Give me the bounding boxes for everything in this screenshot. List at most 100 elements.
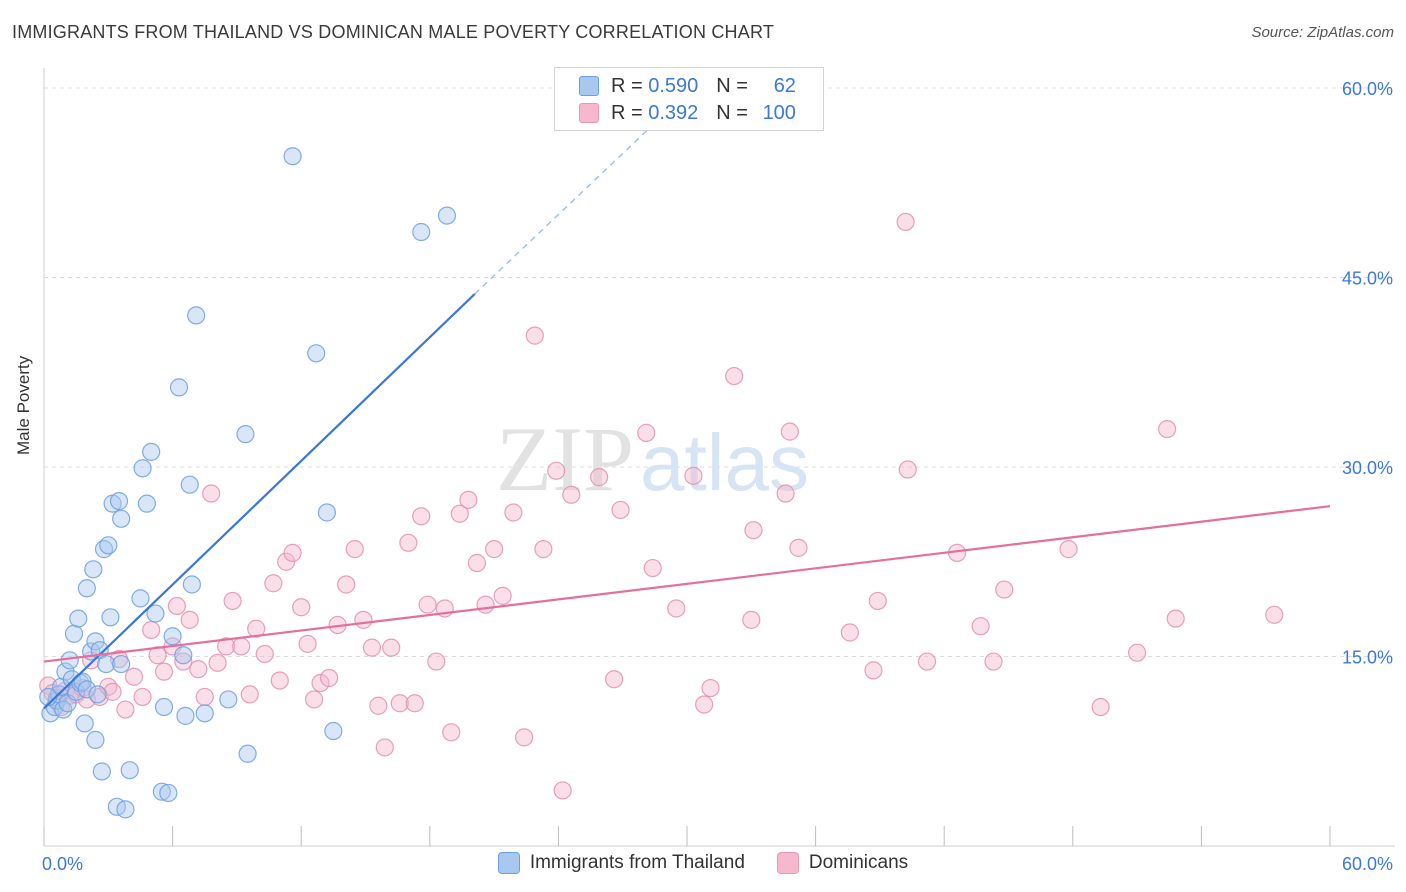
dominicans-point	[311, 673, 330, 693]
dominicans-point	[637, 423, 656, 442]
n-label: N =	[716, 101, 748, 124]
trend-lines	[43, 100, 1331, 710]
thailand-point	[75, 714, 94, 733]
dominicans-point	[984, 652, 1003, 671]
thailand-point	[163, 627, 182, 646]
dominicans-point	[167, 596, 186, 616]
thailand-point	[412, 222, 431, 242]
thailand-point	[67, 682, 86, 701]
y-tick-label: 15.0%	[1342, 648, 1393, 668]
r-label: R =	[611, 74, 643, 97]
thailand-point	[116, 800, 135, 819]
thailand-point	[317, 503, 337, 522]
dominicans-point	[232, 637, 251, 656]
dominicans-point	[180, 610, 199, 629]
thailand-point	[195, 704, 214, 723]
stats-row-dominicans: R = 0.392 N = 100	[579, 101, 796, 125]
dominicans-point	[298, 634, 317, 653]
dominicans-point	[116, 700, 135, 719]
thailand-point	[159, 783, 178, 803]
thailand-point	[112, 509, 131, 528]
thailand-point	[137, 494, 156, 513]
thailand-point	[92, 762, 111, 781]
n-value: 62	[773, 74, 796, 97]
dominicans-point	[418, 595, 437, 614]
thailand-point	[60, 651, 79, 670]
dominicans-point	[896, 212, 915, 232]
legend-item-dominicans[interactable]: Dominicans	[776, 852, 908, 874]
x-tick-label: 0.0%	[42, 854, 83, 874]
thailand-point	[64, 624, 84, 643]
dominicans-point	[195, 687, 214, 707]
r-label: R =	[611, 101, 643, 124]
thailand-point	[99, 536, 118, 555]
dominicans-point	[476, 595, 495, 614]
thailand-point	[219, 690, 238, 709]
thailand-point	[88, 685, 107, 704]
thailand-point	[182, 575, 201, 594]
dominicans-point	[695, 695, 714, 714]
thailand-point	[56, 662, 75, 681]
dominicans-point	[103, 682, 122, 701]
y-tick-label: 60.0%	[1342, 79, 1393, 99]
dominicans-point	[369, 696, 388, 715]
dominicans-point	[390, 694, 409, 713]
dominicans-point	[776, 484, 795, 503]
dominicans-point	[534, 540, 553, 559]
dominicans-point	[412, 507, 431, 526]
dominicans-point	[1091, 697, 1110, 717]
dominicans-point	[1158, 420, 1177, 439]
dominicans-point	[354, 610, 373, 629]
thailand-point	[109, 492, 129, 511]
thailand-point	[307, 344, 326, 363]
dominicans-point	[898, 460, 917, 479]
dominicans-point	[590, 468, 609, 487]
dominicans-point	[611, 500, 630, 520]
dominicans-point	[995, 580, 1014, 599]
thailand-point	[77, 680, 96, 699]
thailand-point	[283, 147, 302, 166]
thailand-point	[112, 654, 131, 674]
dominicans-point	[701, 678, 720, 698]
dominicans-point	[684, 466, 703, 485]
dominicans-point	[553, 781, 572, 800]
thailand-point	[437, 206, 457, 225]
dominicans-swatch	[776, 852, 799, 874]
dominicans-point	[399, 533, 418, 552]
dominicans-point	[971, 617, 990, 636]
dominicans-point	[124, 667, 144, 686]
axes	[43, 68, 1395, 847]
dominicans-point	[562, 485, 581, 504]
dominicans-point	[504, 503, 523, 522]
thailand-point	[169, 378, 189, 397]
dominicans-point	[459, 490, 478, 509]
thailand-point	[97, 654, 116, 674]
thailand-point	[101, 608, 120, 627]
thailand-point	[152, 782, 171, 801]
thailand-point	[238, 744, 257, 763]
dominicans-point	[780, 422, 799, 441]
dominicans-point	[744, 521, 763, 540]
dominicans-point	[1265, 605, 1284, 624]
dominicans-point	[133, 687, 152, 707]
thailand-swatch	[579, 76, 599, 96]
thailand-trend-line	[43, 293, 476, 710]
dominicans-point	[868, 591, 887, 611]
thailand-point	[146, 604, 165, 623]
y-tick-label: 30.0%	[1342, 458, 1393, 478]
dominicans-point	[840, 623, 859, 642]
dominicans-point	[362, 638, 382, 657]
dominicans-point	[208, 653, 227, 672]
thailand-point	[69, 609, 88, 628]
dominicans-point	[450, 504, 469, 523]
legend-item-thailand[interactable]: Immigrants from Thailand	[497, 852, 745, 874]
dominicans-point	[142, 620, 161, 640]
dominicans-point	[667, 599, 686, 618]
thailand-point	[174, 646, 193, 665]
dominicans-trend-line	[43, 505, 1331, 663]
thailand-swatch	[497, 852, 520, 874]
dominicans-point	[1166, 609, 1185, 628]
dominicans-point	[725, 366, 744, 386]
dominicans-point	[264, 574, 283, 593]
dominicans-point	[345, 540, 364, 559]
